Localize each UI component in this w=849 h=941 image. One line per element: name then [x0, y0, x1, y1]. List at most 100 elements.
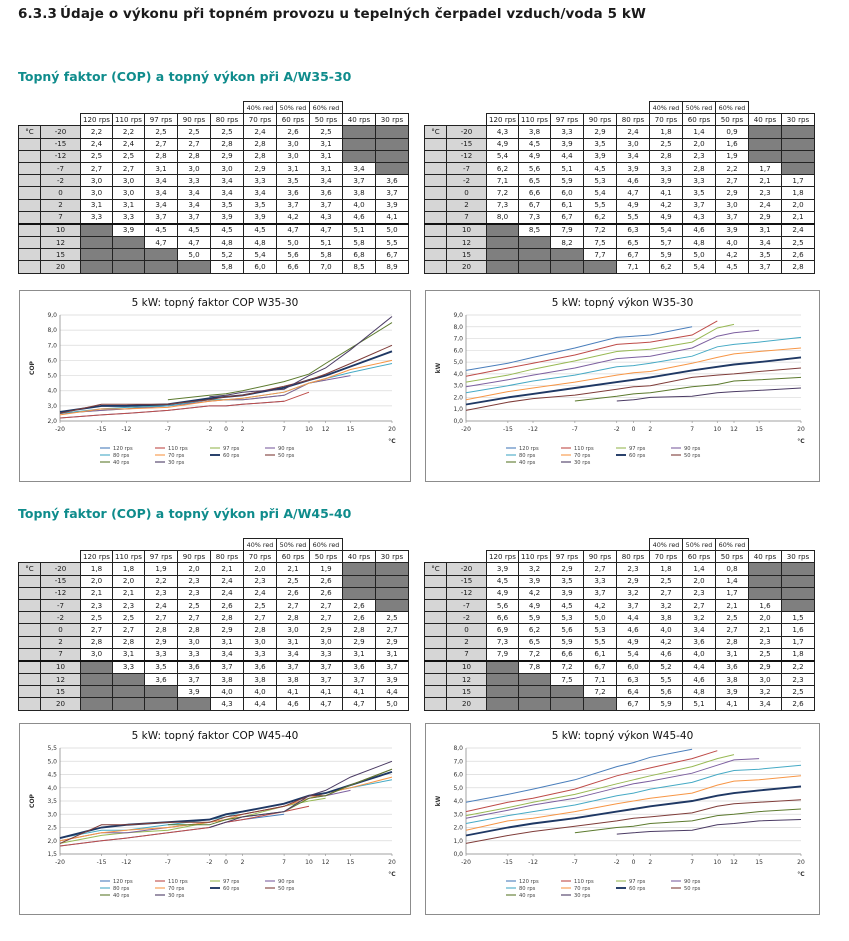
value-cell: 4,1 — [649, 186, 683, 200]
value-cell: 2,6 — [276, 586, 310, 600]
temperature-cell: 2 — [446, 635, 487, 649]
value-cell: 6,6 — [518, 186, 551, 200]
value-cell: 4,5 — [210, 222, 244, 238]
empty-cell — [376, 539, 409, 551]
value-cell: 3,1 — [342, 647, 376, 662]
value-cell: 6,8 — [342, 248, 376, 262]
y-tick-label: 4,0 — [453, 371, 463, 378]
value-cell: 2,7 — [375, 623, 409, 637]
value-cell: 2,3 — [80, 598, 113, 613]
y-tick-label: 9,0 — [47, 312, 57, 319]
empty-cell — [447, 551, 487, 563]
value-cell: 7,2 — [583, 222, 617, 238]
value-cell: 6,6 — [276, 260, 310, 274]
value-cell: 2,5 — [210, 125, 244, 139]
overhead-label: 60% red — [715, 537, 749, 552]
value-cell: 1,8 — [80, 562, 113, 576]
value-cell: 6,4 — [616, 685, 650, 699]
value-cell: 5,4 — [649, 222, 683, 238]
x-tick-label: 12 — [730, 859, 738, 866]
value-cell: 5,1 — [682, 697, 716, 711]
empty-cell — [41, 114, 81, 126]
value-cell: 3,6 — [309, 186, 343, 200]
legend-label: 97 rps — [223, 446, 240, 452]
value-cell: 3,8 — [518, 125, 551, 139]
value-cell: 3,7 — [210, 659, 244, 675]
series-line — [59, 344, 393, 414]
temperature-cell: -7 — [40, 161, 81, 176]
value-cell: 1,7 — [781, 174, 815, 188]
value-cell: 2,8 — [715, 635, 749, 649]
y-tick-label: 5,0 — [453, 785, 463, 792]
value-cell: 2,7 — [243, 611, 277, 625]
value-cell: 3,0 — [177, 161, 211, 176]
value-cell: 3,8 — [243, 673, 277, 687]
legend-label: 50 rps — [684, 453, 701, 459]
value-cell: 2,7 — [309, 611, 343, 625]
series-line — [465, 758, 760, 819]
value-cell: 1,6 — [748, 598, 782, 613]
value-cell: 2,3 — [682, 149, 716, 163]
value-cell: 4,4 — [682, 659, 716, 675]
value-cell: 2,4 — [80, 137, 113, 151]
value-cell: 3,6 — [243, 659, 277, 675]
unit-cell — [424, 697, 447, 711]
value-cell: 3,9 — [486, 562, 519, 576]
column-header: 90 rps — [177, 113, 211, 127]
unit-cell — [424, 222, 447, 238]
unit-cell — [424, 659, 447, 675]
value-cell: 1,9 — [309, 562, 343, 576]
x-tick-label: 2 — [241, 426, 245, 433]
value-cell: 3,6 — [682, 635, 716, 649]
value-cell: 3,5 — [583, 137, 617, 151]
series-line — [465, 754, 735, 817]
value-cell: 2,5 — [781, 236, 815, 250]
value-cell: 6,7 — [616, 697, 650, 711]
chart-2: 5 kW: topný faktor COP W45-40 1,5 2,0 2,5 3,… — [19, 723, 411, 915]
value-cell: 1,7 — [715, 586, 749, 600]
value-cell: 4,0 — [715, 236, 749, 250]
empty-cell — [749, 539, 782, 551]
unit-cell — [424, 647, 447, 662]
value-cell: 2,3 — [616, 562, 650, 576]
na-cell — [375, 149, 409, 163]
value-cell: 3,7 — [616, 598, 650, 613]
value-cell: 3,3 — [243, 174, 277, 188]
legend-label: 120 rps — [113, 446, 133, 452]
x-tick-label: 10 — [305, 426, 313, 433]
x-tick-label: 7 — [282, 859, 286, 866]
legend-label: 30 rps — [574, 460, 591, 466]
value-cell: 6,2 — [486, 161, 519, 176]
value-cell: 4,2 — [583, 598, 617, 613]
x-tick-label: -2 — [206, 859, 212, 866]
value-cell: 3,9 — [715, 222, 749, 238]
column-header: 80 rps — [616, 113, 650, 127]
value-cell: 5,0 — [375, 222, 409, 238]
value-cell: 2,2 — [781, 659, 815, 675]
legend-label: 40 rps — [519, 893, 536, 899]
empty-cell — [19, 551, 41, 563]
value-cell: 4,4 — [375, 685, 409, 699]
na-cell — [486, 659, 519, 675]
value-cell: 2,4 — [243, 125, 277, 139]
unit-cell — [424, 623, 447, 637]
value-cell: 4,5 — [486, 574, 519, 588]
value-cell: 4,7 — [276, 222, 310, 238]
column-header: 80 rps — [616, 550, 650, 564]
value-cell: 5,0 — [682, 248, 716, 262]
value-cell: 2,8 — [276, 611, 310, 625]
na-cell — [583, 260, 617, 274]
column-header: 97 rps — [550, 550, 584, 564]
value-cell: 2,6 — [309, 586, 343, 600]
value-cell: 2,5 — [309, 125, 343, 139]
unit-cell — [18, 260, 41, 274]
value-cell: 3,9 — [715, 685, 749, 699]
x-tick-label: 15 — [755, 859, 763, 866]
value-cell: 2,4 — [781, 222, 815, 238]
legend-label: 60 rps — [223, 886, 240, 892]
value-cell: 3,0 — [177, 635, 211, 649]
na-cell — [550, 260, 584, 274]
legend-label: 120 rps — [519, 446, 539, 452]
value-cell: 3,6 — [375, 174, 409, 188]
value-cell: 5,5 — [583, 635, 617, 649]
